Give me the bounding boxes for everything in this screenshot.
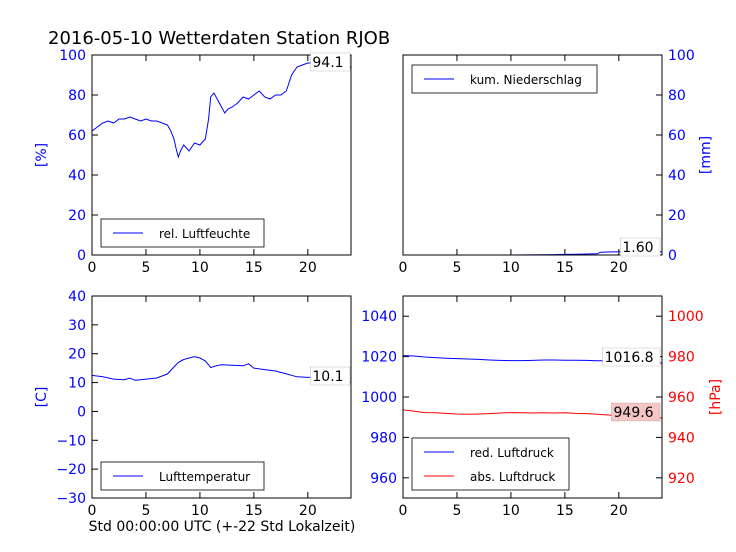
legend-label: red. Luftdruck (470, 446, 554, 460)
y-axis-label: [%] (34, 143, 50, 167)
value-annotation: 10.1 (312, 369, 343, 385)
y-tick-label: 980 (370, 430, 397, 446)
x-tick-label: 0 (88, 503, 97, 519)
x-tick-label: 15 (556, 503, 574, 519)
y-axis-label: [hPa] (708, 379, 724, 415)
y-tick-label: 980 (668, 350, 695, 366)
x-tick-label: 20 (610, 503, 628, 519)
axes-frame (402, 54, 663, 256)
x-tick-label: 20 (299, 260, 317, 276)
value-annotation-box (310, 366, 351, 386)
value-annotation-box (611, 402, 661, 422)
y-tick-label: 0 (668, 248, 677, 264)
legend-box (411, 437, 570, 491)
y-tick-label: 30 (68, 318, 86, 334)
x-tick-label: 10 (191, 503, 209, 519)
y-tick-label: 1020 (361, 350, 397, 366)
legend-label: abs. Luftdruck (470, 470, 555, 484)
y-tick-label: 0 (77, 404, 86, 420)
y-tick-label: 20 (668, 208, 686, 224)
series-line-lufttemperatur (92, 356, 351, 383)
x-tick-label: 0 (399, 503, 408, 519)
axes-frame (402, 295, 663, 499)
y-tick-label: 0 (77, 248, 86, 264)
x-tick-label: 0 (88, 260, 97, 276)
y-tick-label: 80 (668, 88, 686, 104)
legend-label: rel. Luftfeuchte (159, 227, 250, 241)
x-tick-label: 5 (141, 503, 150, 519)
x-tick-label: 5 (452, 260, 461, 276)
x-axis-label: Std 00:00:00 UTC (+-22 Std Lokalzeit) (89, 519, 356, 535)
y-axis-label: [C] (34, 387, 50, 408)
x-tick-label: 5 (141, 260, 150, 276)
temperature-panel: 0 5 10 15 20 −30 −20 −10 0 10 20 30 40 [C] Lufttempera… (34, 289, 352, 519)
y-tick-label: 1000 (668, 309, 704, 325)
x-tick-label: 15 (245, 503, 263, 519)
legend-label: Lufttemperatur (159, 470, 250, 484)
y-tick-label: 1040 (361, 309, 397, 325)
value-annotation: 1016.8 (605, 350, 654, 366)
y-axis-label: [mm] (698, 136, 714, 174)
series-line-rel--luftfeuchte (92, 62, 351, 159)
y-tick-label: 40 (68, 289, 86, 305)
x-tick-label: 15 (245, 260, 263, 276)
pressure-panel: 0 5 10 15 20 960 980 1000 1020 1040 920 940 960 980 10… (361, 295, 724, 519)
axes-frame (91, 54, 352, 256)
y-tick-label: 920 (668, 471, 695, 487)
y-tick-label: 80 (68, 88, 86, 104)
x-tick-label: 10 (191, 260, 209, 276)
x-tick-label: 0 (399, 260, 408, 276)
y-tick-label: 960 (370, 471, 397, 487)
humidity-panel: 0 5 10 15 20 0 20 40 60 80 100 [%] rel. Luftfeuchte 9… (34, 48, 352, 276)
y-tick-label: 60 (668, 128, 686, 144)
figure-title: 2016-05-10 Wetterdaten Station RJOB (48, 28, 390, 49)
y-tick-label: −30 (56, 491, 86, 507)
x-tick-label: 15 (556, 260, 574, 276)
y-tick-label: 100 (59, 48, 86, 64)
precipitation-panel: 0 5 10 15 20 0 20 40 60 80 100 [mm] kum. Niederschla… (399, 48, 714, 276)
y-tick-label: −20 (56, 462, 86, 478)
y-tick-label: 20 (68, 347, 86, 363)
y-tick-label: 940 (668, 430, 695, 446)
x-tick-label: 20 (610, 260, 628, 276)
value-annotation-box (310, 52, 351, 72)
y-tick-label: 960 (668, 390, 695, 406)
value-annotation: 949.6 (614, 405, 654, 421)
y-tick-label: 1000 (361, 390, 397, 406)
x-tick-label: 10 (502, 503, 520, 519)
x-tick-label: 10 (502, 260, 520, 276)
x-tick-label: 5 (452, 503, 461, 519)
y-tick-label: 100 (668, 48, 695, 64)
y-tick-label: 40 (668, 168, 686, 184)
y-tick-label: 40 (68, 168, 86, 184)
value-annotation-box (602, 347, 661, 367)
y-tick-label: 10 (68, 376, 86, 392)
legend-label: kum. Niederschlag (470, 73, 582, 87)
value-annotation: 94.1 (312, 55, 343, 71)
value-annotation: 1.60 (622, 240, 653, 256)
value-annotation-box (620, 237, 661, 257)
x-tick-label: 20 (299, 503, 317, 519)
y-tick-label: 60 (68, 128, 86, 144)
axes-frame (91, 295, 352, 499)
y-tick-label: −10 (56, 433, 86, 449)
y-tick-label: 20 (68, 208, 86, 224)
